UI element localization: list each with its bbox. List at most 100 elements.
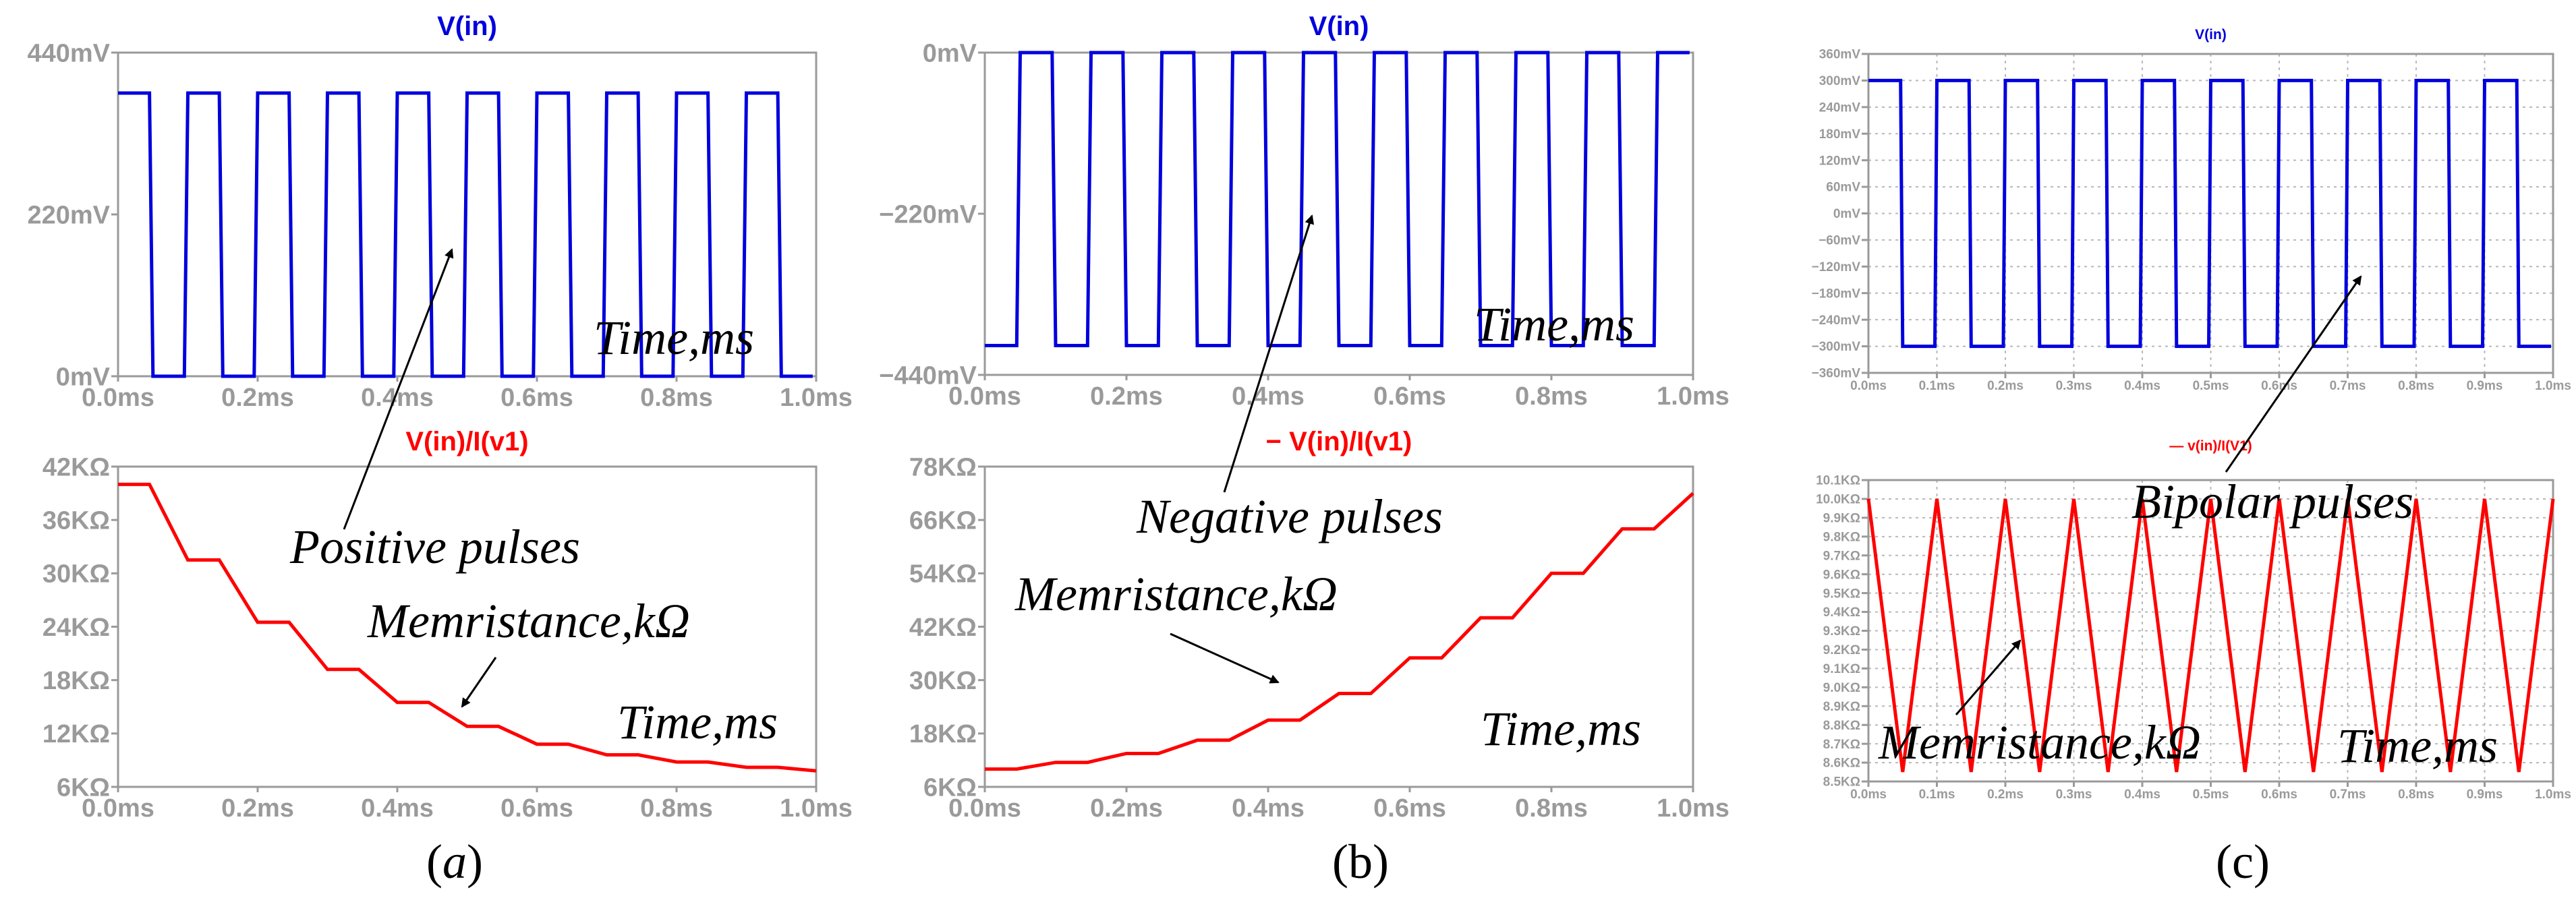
- x-tick-label: 0.0ms: [1850, 379, 1887, 393]
- annotation-positive-pulses: Positive pulses: [289, 520, 580, 574]
- x-tick-label: 0.1ms: [1919, 788, 1955, 802]
- x-tick-label: 0.6ms: [500, 794, 573, 823]
- y-tick-label: −440mV: [879, 361, 977, 390]
- x-tick-label: 0.0ms: [82, 794, 154, 823]
- y-tick-label: 180mV: [1819, 127, 1861, 142]
- x-tick-label: 1.0ms: [780, 794, 853, 823]
- x-tick-label: 0.2ms: [221, 794, 294, 823]
- x-tick-label: 0.4ms: [361, 384, 434, 412]
- series-line-v-in-i-v1-: [985, 492, 1694, 771]
- chart-title: − V(in)/I(v1): [1266, 427, 1412, 456]
- x-tick-label: 0.8ms: [640, 794, 713, 823]
- x-tick-label: 1.0ms: [2535, 788, 2571, 802]
- x-tick-label: 0.0ms: [948, 794, 1021, 823]
- y-tick-label: 9.4KΩ: [1823, 605, 1860, 620]
- y-tick-label: 0mV: [56, 363, 111, 391]
- annotation-memristance-c: Memristance,kΩ: [1878, 715, 2201, 769]
- panel-b: V(in) 0.0ms 0.2ms 0.4ms 0.6ms 0.8ms 1.0ms −440m…: [879, 11, 1729, 889]
- y-tick-label: 120mV: [1819, 154, 1861, 168]
- chart-title: V(in): [1309, 11, 1369, 41]
- annotation-time-c-bottom: Time,ms: [2337, 719, 2498, 773]
- y-tick-label: 18KΩ: [909, 720, 977, 748]
- x-tick-label: 0.6ms: [1373, 382, 1446, 411]
- y-tick-label: 24KΩ: [42, 614, 110, 642]
- y-tick-label: 300mV: [1819, 74, 1861, 88]
- y-tick-label: 0mV: [1833, 207, 1860, 221]
- x-tick-label: 0.7ms: [2330, 379, 2366, 393]
- y-tick-label: 8.9KΩ: [1823, 700, 1860, 714]
- arrow-pulses-b: [1223, 214, 1315, 493]
- y-tick-label: 8.5KΩ: [1823, 775, 1860, 790]
- x-tick-label: 0.0ms: [82, 384, 154, 412]
- y-tick-label: −60mV: [1819, 234, 1860, 248]
- annotation-time-a-top: Time,ms: [594, 311, 754, 365]
- y-tick-label: 9.9KΩ: [1823, 512, 1860, 526]
- y-tick-label: 18KΩ: [42, 667, 110, 695]
- arrow-memristance-a: [461, 657, 497, 708]
- y-tick-label: 6KΩ: [57, 773, 110, 802]
- x-tick-label: 0.6ms: [500, 384, 573, 412]
- caption-a: (a): [426, 835, 483, 889]
- y-tick-label: 9.3KΩ: [1823, 624, 1860, 639]
- chart-title: V(in): [2195, 27, 2227, 42]
- x-tick-label: 0.6ms: [2261, 788, 2297, 802]
- x-tick-label: 0.5ms: [2193, 379, 2229, 393]
- chart-title: V(in): [437, 11, 497, 41]
- annotation-time-b-bottom: Time,ms: [1481, 702, 1641, 756]
- caption-b: (b): [1332, 835, 1389, 889]
- x-tick-label: 0.2ms: [1987, 788, 2024, 802]
- y-tick-label: 30KΩ: [42, 560, 110, 589]
- x-tick-label: 0.8ms: [2398, 788, 2434, 802]
- y-tick-label: 9.8KΩ: [1823, 530, 1860, 544]
- annotation-time-a-bottom: Time,ms: [617, 695, 778, 749]
- y-tick-label: 8.6KΩ: [1823, 757, 1860, 771]
- y-tick-label: 8.8KΩ: [1823, 719, 1860, 733]
- x-tick-label: 0.8ms: [2398, 379, 2434, 393]
- series-line-v-in-: [1868, 78, 2551, 349]
- y-tick-label: 9.5KΩ: [1823, 587, 1860, 601]
- y-tick-label: −300mV: [1812, 340, 1861, 354]
- chart-b-bottom: − V(in)/I(v1) 0.0ms 0.2ms 0.4ms 0.6ms 0.8ms 1.…: [909, 427, 1729, 823]
- arrow-pulses-c: [2225, 275, 2362, 473]
- y-tick-label: 42KΩ: [42, 453, 110, 481]
- x-tick-label: 0.8ms: [1515, 382, 1588, 411]
- arrow-pulses-a: [343, 248, 454, 530]
- x-tick-label: 0.6ms: [2261, 379, 2297, 393]
- y-tick-label: 60mV: [1826, 181, 1860, 195]
- annotation-memristance-a: Memristance,kΩ: [367, 594, 690, 648]
- y-tick-label: 78KΩ: [909, 453, 977, 481]
- annotation-negative-pulses: Negative pulses: [1136, 490, 1443, 543]
- x-tick-label: 0.2ms: [1090, 794, 1163, 823]
- x-tick-label: 0.8ms: [1515, 794, 1588, 823]
- x-tick-label: 1.0ms: [2535, 379, 2571, 393]
- y-tick-label: 9.1KΩ: [1823, 662, 1860, 676]
- y-tick-label: 66KΩ: [909, 506, 977, 535]
- x-tick-label: 0.3ms: [2056, 379, 2092, 393]
- panel-c: V(in) 0.0ms 0.1ms 0.2ms 0.3ms 0.4ms 0.5ms 0.6ms…: [1812, 27, 2571, 889]
- y-tick-label: 12KΩ: [42, 720, 110, 748]
- y-tick-label: 240mV: [1819, 100, 1861, 115]
- y-tick-label: 9.2KΩ: [1823, 643, 1860, 657]
- y-tick-label: 8.7KΩ: [1823, 738, 1860, 752]
- x-tick-label: 0.0ms: [948, 382, 1021, 411]
- panel-a: V(in) 0.0ms 0.2ms 0.4ms 0.6ms 0.8ms 1.0ms 0mV 22…: [27, 11, 852, 889]
- series-line-v-in-i-v1-: [118, 482, 817, 773]
- x-tick-label: 0.2ms: [1987, 379, 2024, 393]
- caption-c: (c): [2216, 835, 2270, 889]
- chart-a-bottom: V(in)/I(v1) 0.0ms 0.2ms 0.4ms 0.6ms 0.8ms 1.0m…: [42, 427, 853, 823]
- x-tick-label: 0.7ms: [2330, 788, 2366, 802]
- chart-b-top: V(in) 0.0ms 0.2ms 0.4ms 0.6ms 0.8ms 1.0ms −440m…: [879, 11, 1729, 411]
- annotation-time-b-top: Time,ms: [1474, 297, 1634, 351]
- chart-a-top: V(in) 0.0ms 0.2ms 0.4ms 0.6ms 0.8ms 1.0ms 0mV 22…: [27, 11, 852, 412]
- x-tick-label: 0.3ms: [2056, 788, 2092, 802]
- arrow-memristance-b: [1170, 632, 1280, 684]
- y-tick-label: 9.7KΩ: [1823, 549, 1860, 563]
- y-tick-label: 220mV: [27, 201, 110, 229]
- x-tick-label: 0.4ms: [361, 794, 434, 823]
- arrow-memristance-c: [1955, 639, 2022, 715]
- x-tick-label: 0.4ms: [2124, 379, 2160, 393]
- y-tick-label: 10.0KΩ: [1816, 493, 1860, 507]
- x-tick-label: 1.0ms: [780, 384, 853, 412]
- y-tick-label: −360mV: [1812, 367, 1861, 381]
